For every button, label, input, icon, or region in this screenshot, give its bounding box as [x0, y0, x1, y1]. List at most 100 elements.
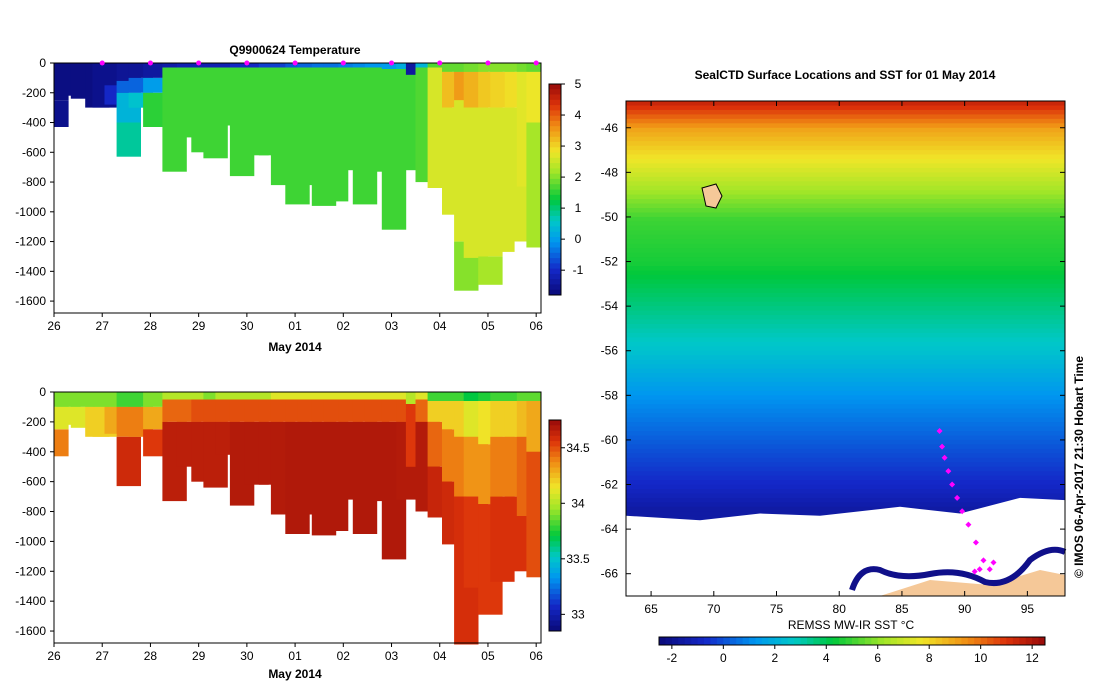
colorbar-step [549, 136, 561, 143]
seal-location-marker [980, 557, 987, 564]
profile-cell [116, 436, 141, 487]
colorbar-step [549, 178, 561, 185]
colorbar-step [549, 599, 561, 606]
sst-band [626, 261, 1065, 267]
colorbar-step [903, 637, 911, 645]
colorbar: 34.5 34 33.5 33 [548, 419, 590, 632]
colorbar-step [549, 541, 561, 548]
profile-columns [54, 392, 541, 645]
colorbar-step [549, 536, 561, 542]
sst-band [626, 154, 1065, 160]
colorbar-step [549, 604, 561, 611]
y-tick-label: -1000 [15, 534, 46, 548]
x-tick-label: 05 [481, 649, 495, 663]
x-tick-label: 30 [240, 319, 254, 333]
surface-marker [485, 60, 491, 66]
temperature-xlabel: May 2014 [268, 340, 322, 354]
colorbar-step [659, 637, 666, 645]
colorbar-step [549, 163, 561, 169]
colorbar-step [961, 637, 969, 645]
lat-tick-label: -64 [601, 522, 619, 536]
map-frame [625, 100, 1066, 597]
sst-band [626, 159, 1065, 164]
colorbar-step [549, 205, 561, 212]
sst-band [626, 390, 1065, 396]
x-tick-label: 02 [337, 649, 351, 663]
profile-cell [143, 406, 168, 430]
profile-cell [229, 63, 255, 68]
sst-band [626, 337, 1065, 343]
colorbar-step [1019, 637, 1027, 645]
colorbar-step [549, 578, 561, 585]
profile-cell [490, 392, 515, 401]
sst-band [626, 439, 1065, 445]
colorbar-step [909, 637, 917, 645]
colorbar-tick-label: 8 [926, 651, 933, 665]
sst-band [626, 386, 1065, 392]
colorbar-step [749, 637, 756, 645]
seal-location-marker [949, 481, 956, 488]
sst-band [626, 194, 1065, 200]
x-tick-label: 26 [47, 649, 61, 663]
colorbar-step [729, 637, 737, 645]
profile-columns [54, 63, 541, 291]
colorbar-step [549, 504, 561, 511]
sst-band [626, 359, 1065, 365]
colorbar-tick-label: 33.5 [566, 552, 590, 566]
profile-cell [215, 392, 240, 400]
colorbar-step [864, 637, 872, 645]
lon-tick-label: 85 [895, 602, 909, 616]
y-tick-label: -1200 [15, 564, 46, 578]
surface-marker [340, 60, 346, 66]
x-tick-label: 02 [337, 319, 351, 333]
sst-band [626, 216, 1065, 222]
profile-cell [323, 392, 349, 400]
seal-location-marker [959, 508, 966, 515]
sst-band [626, 364, 1065, 369]
colorbar-step [549, 115, 561, 122]
sst-band [626, 109, 1065, 115]
lat-tick-label: -54 [601, 299, 619, 313]
x-tick-label: 01 [288, 649, 302, 663]
colorbar-step [549, 184, 561, 190]
seal-location-marker [976, 566, 983, 573]
sst-band [626, 350, 1065, 356]
sst-band [626, 123, 1065, 129]
colorbar-frame [548, 419, 562, 632]
sst-band [626, 506, 1065, 512]
sst-band [626, 266, 1065, 271]
surface-marker [437, 60, 443, 66]
y-tick-label: 0 [39, 56, 46, 70]
colorbar-step [549, 567, 561, 574]
colorbar-step [549, 441, 561, 447]
sst-band [626, 185, 1065, 191]
colorbar-tick-label: 0 [575, 232, 582, 246]
colorbar-step [832, 637, 840, 645]
colorbar-step [549, 142, 561, 148]
sst-band [626, 431, 1065, 436]
colorbar-step [691, 637, 699, 645]
colorbar-step [826, 637, 834, 645]
colorbar-step [549, 173, 561, 180]
profile-cell [143, 63, 168, 78]
sst-band [626, 225, 1065, 231]
colorbar-step [549, 509, 561, 516]
colorbar-step [549, 157, 561, 164]
colorbar-step [704, 637, 711, 645]
colorbar-tick-label: -2 [667, 651, 678, 665]
colorbar-step [697, 637, 705, 645]
x-tick-label: 27 [96, 319, 110, 333]
colorbar-tick-label: 2 [771, 651, 778, 665]
colorbar-step [549, 131, 561, 138]
colorbar-step [684, 637, 692, 645]
surface-marker [533, 60, 539, 66]
colorbar-step [1012, 637, 1020, 645]
colorbar-step [807, 637, 814, 645]
colorbar-step [549, 420, 561, 426]
seal-location-marker [972, 539, 979, 546]
colorbar-step [549, 493, 561, 500]
seal-location-marker [939, 443, 946, 450]
y-tick-label: -1400 [15, 594, 46, 608]
